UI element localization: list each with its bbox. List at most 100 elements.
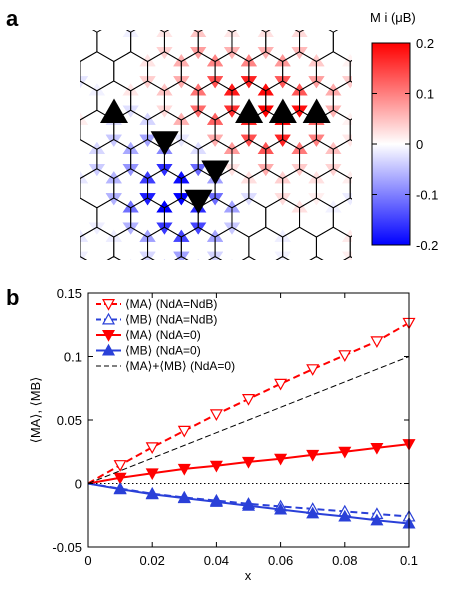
site-moment [105,171,122,184]
hexagon-cell [248,226,284,260]
site-moment [393,25,409,37]
data-point [274,502,288,515]
site-moment [223,200,240,213]
site-moment [342,54,352,67]
site-moment [88,142,105,155]
site-moment [105,193,122,206]
site-moment [274,171,291,184]
site-moment [190,46,207,59]
hexagon-cell [80,236,81,258]
site-moment [139,112,156,125]
site-moment [163,259,166,260]
hexagon-cell [309,255,324,260]
site-moment [325,318,341,330]
site-moment [257,142,274,155]
data-point [101,343,116,356]
site-moment [325,163,342,176]
hexagon-cell [349,176,352,200]
site-moment [163,259,166,260]
data-point [241,498,256,511]
hexagon-cell [275,255,290,260]
data-point [209,460,223,473]
hexagon-cell [316,286,350,325]
site-moment [156,83,173,96]
hexagon-cell [29,315,63,354]
site-moment [80,171,88,184]
site-moment [207,54,224,67]
site-moment [21,164,37,176]
data-point [306,449,320,462]
site-moment [21,25,37,37]
site-moment [123,281,139,293]
site-moment [325,281,341,293]
site-moment [130,259,132,260]
legend: ⟨MA⟩ (NdA=NdB) ⟨MB⟩ (NdA=NdB)⟨MA⟩ (NdA=0)… [96,297,235,373]
y-tick-label: 0.1 [64,350,82,365]
y-tick-label: 0.05 [57,413,82,428]
x-tick-label: 0.08 [332,553,357,568]
x-axis-label: x [245,568,252,583]
site-moment [223,163,240,176]
data-point [370,513,384,526]
site-moment [240,76,257,89]
site-moment [55,164,71,176]
site-moment [342,171,352,184]
site-moment [274,76,291,89]
series-2 [87,439,416,485]
site-moment [241,288,257,300]
site-moment [393,281,409,293]
site-moment [197,259,199,260]
data-point [306,506,320,519]
hexagon-cell [174,255,189,260]
site-moment [231,259,233,260]
site-moment [139,76,156,89]
site-moment [274,229,291,242]
site-moment [80,76,88,89]
colorbar-title: M i (μB) [370,10,416,25]
site-moment [257,105,274,118]
colorbar-tick-label: -0.2 [416,238,438,253]
hexagon-cell [367,257,401,296]
site-moment [55,318,71,330]
x-tick-label: 0.1 [400,553,418,568]
site-moment [163,259,166,260]
site-moment [308,134,325,147]
site-moment [325,281,341,293]
site-moment [207,18,223,30]
site-moment [342,310,358,322]
data-point [370,336,384,348]
series-1 [87,481,416,522]
site-moment [122,83,139,96]
data-point [177,491,191,504]
site-moment [21,47,37,59]
hexagon-cell [249,286,283,325]
site-moment [89,281,105,293]
site-moment [55,164,71,176]
impurity-triangle [150,131,179,156]
site-moment [156,222,173,235]
plot-area [87,292,416,548]
y-tick-label: 0 [75,477,82,492]
hexagon-cell [349,118,352,142]
site-moment [241,310,257,322]
hexagon-cell [29,198,63,237]
site-moment [292,318,308,330]
site-moment [308,193,325,206]
hexagon-cell [282,226,317,260]
moment-vs-x-chart: 0 0.02 0.04 0.06 0.08 0.10.150.10.050-0.05 x … [28,286,418,583]
site-moment [393,281,409,293]
colorbar-tick-label: 0.1 [416,87,434,102]
hexagon-cell [343,255,352,260]
site-moment [257,163,274,176]
legend-entry-label: ⟨MA⟩ (NdA=0) [125,328,201,342]
site-moment [241,18,257,30]
hexagon-cell [350,286,384,325]
site-moment [139,171,156,184]
hexagon-cell [300,315,334,354]
impurity-triangle [235,98,264,123]
legend-entry-label: ⟨MA⟩+⟨MB⟩ (NdA=0) [125,359,235,373]
site-moment [275,288,291,300]
x-tick-label: 0.06 [268,553,293,568]
magnetization-map [21,18,409,354]
